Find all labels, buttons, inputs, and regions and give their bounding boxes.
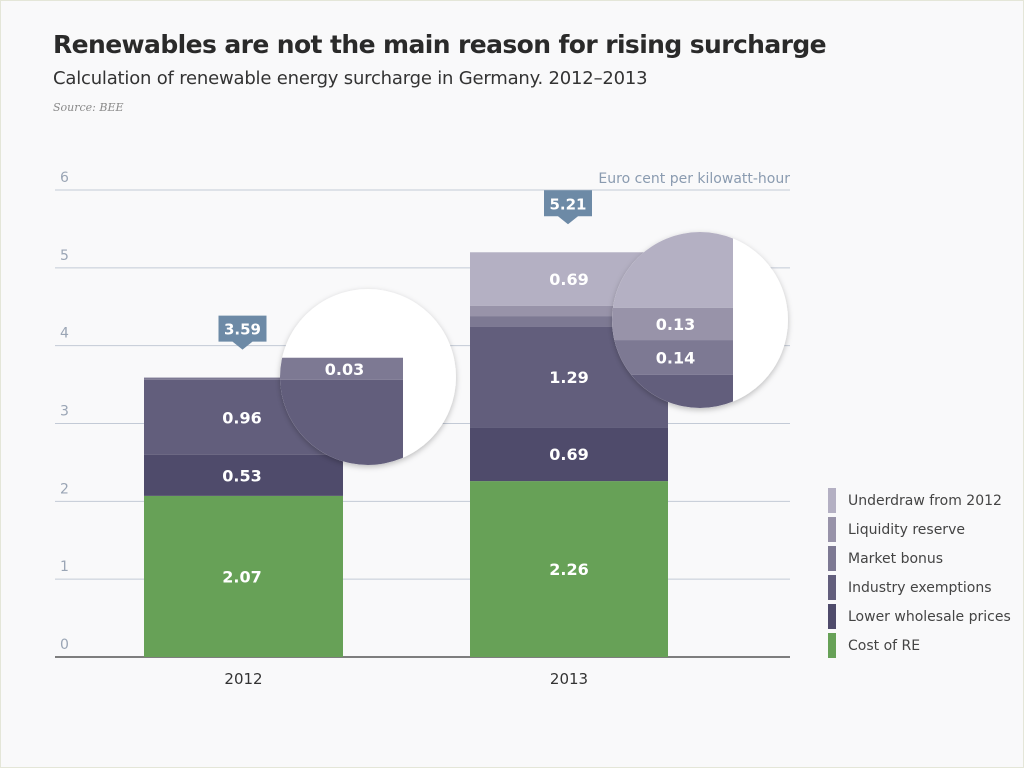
total-badge-label: 3.59 — [224, 321, 261, 339]
chart-subtitle: Calculation of renewable energy surcharg… — [53, 68, 648, 89]
legend-item: Market bonus — [828, 544, 1011, 573]
legend-label: Underdraw from 2012 — [848, 492, 1002, 509]
y-tick-label: 3 — [60, 404, 69, 420]
y-tick-label: 4 — [60, 326, 69, 342]
legend-swatch — [828, 546, 836, 571]
legend-swatch — [828, 575, 836, 600]
total-badge: 3.59 — [218, 315, 267, 350]
bar-segment — [144, 377, 343, 380]
bar-segment — [144, 495, 343, 657]
segment-label: 0.03 — [325, 360, 364, 379]
magnified-segment — [612, 232, 733, 308]
bar-segment — [144, 454, 343, 496]
magnified-segment — [612, 307, 733, 341]
magnified-segment — [612, 696, 733, 768]
total-badge-shape — [544, 190, 592, 225]
segment-label: 0.96 — [222, 408, 261, 427]
segment-label: 2.07 — [222, 567, 261, 586]
segment-label: 2.26 — [549, 560, 588, 579]
segment-label: 0.53 — [222, 466, 261, 485]
x-tick-label: 2012 — [224, 670, 262, 688]
y-tick-label: 6 — [60, 170, 69, 186]
legend-swatch — [828, 517, 836, 542]
y-tick-label: 5 — [60, 248, 69, 264]
x-tick-label: 2013 — [550, 670, 588, 688]
total-badge: 5.21 — [544, 190, 592, 225]
legend-item: Underdraw from 2012 — [828, 486, 1011, 515]
legend-swatch — [828, 633, 836, 658]
y-tick-label: 0 — [60, 637, 69, 653]
data-labels: 3.59 5.21 2.07 0.53 0.96 2.26 0.69 1.29 0.69 — [218, 190, 592, 586]
segment-label: 0.14 — [656, 348, 695, 367]
legend-label: Cost of RE — [848, 637, 921, 654]
legend-item: Cost of RE — [828, 631, 1011, 660]
magnified-segment — [612, 340, 733, 375]
segment-label: 1.29 — [549, 368, 588, 387]
chart-title: Renewables are not the main reason for r… — [53, 30, 827, 59]
legend-label: Lower wholesale prices — [848, 608, 1011, 625]
bar-segment — [470, 305, 668, 317]
y-tick-label: 2 — [60, 481, 69, 497]
legend: Underdraw from 2012 Liquidity reserve Mark… — [828, 486, 1011, 660]
legend-item: Industry exemptions — [828, 573, 1011, 602]
bar-segment — [470, 427, 668, 482]
segment-label: 0.69 — [549, 445, 588, 464]
legend-swatch — [828, 604, 836, 629]
segment-label: 0.13 — [656, 315, 695, 334]
segment-label: 0.69 — [549, 270, 588, 289]
total-badge-shape — [218, 315, 267, 350]
bar-segment — [470, 481, 668, 657]
magnified-segment — [280, 357, 403, 380]
bar-segment — [470, 316, 668, 327]
legend-item: Lower wholesale prices — [828, 602, 1011, 631]
unit-label: Euro cent per kilowatt-hour — [598, 171, 790, 187]
legend-label: Industry exemptions — [848, 579, 992, 596]
legend-label: Market bonus — [848, 550, 944, 567]
total-badge-label: 5.21 — [549, 195, 586, 213]
legend-label: Liquidity reserve — [848, 521, 965, 538]
chart-source: Source: BEE — [53, 101, 124, 114]
legend-item: Liquidity reserve — [828, 515, 1011, 544]
y-tick-label: 1 — [60, 559, 69, 575]
legend-swatch — [828, 488, 836, 513]
